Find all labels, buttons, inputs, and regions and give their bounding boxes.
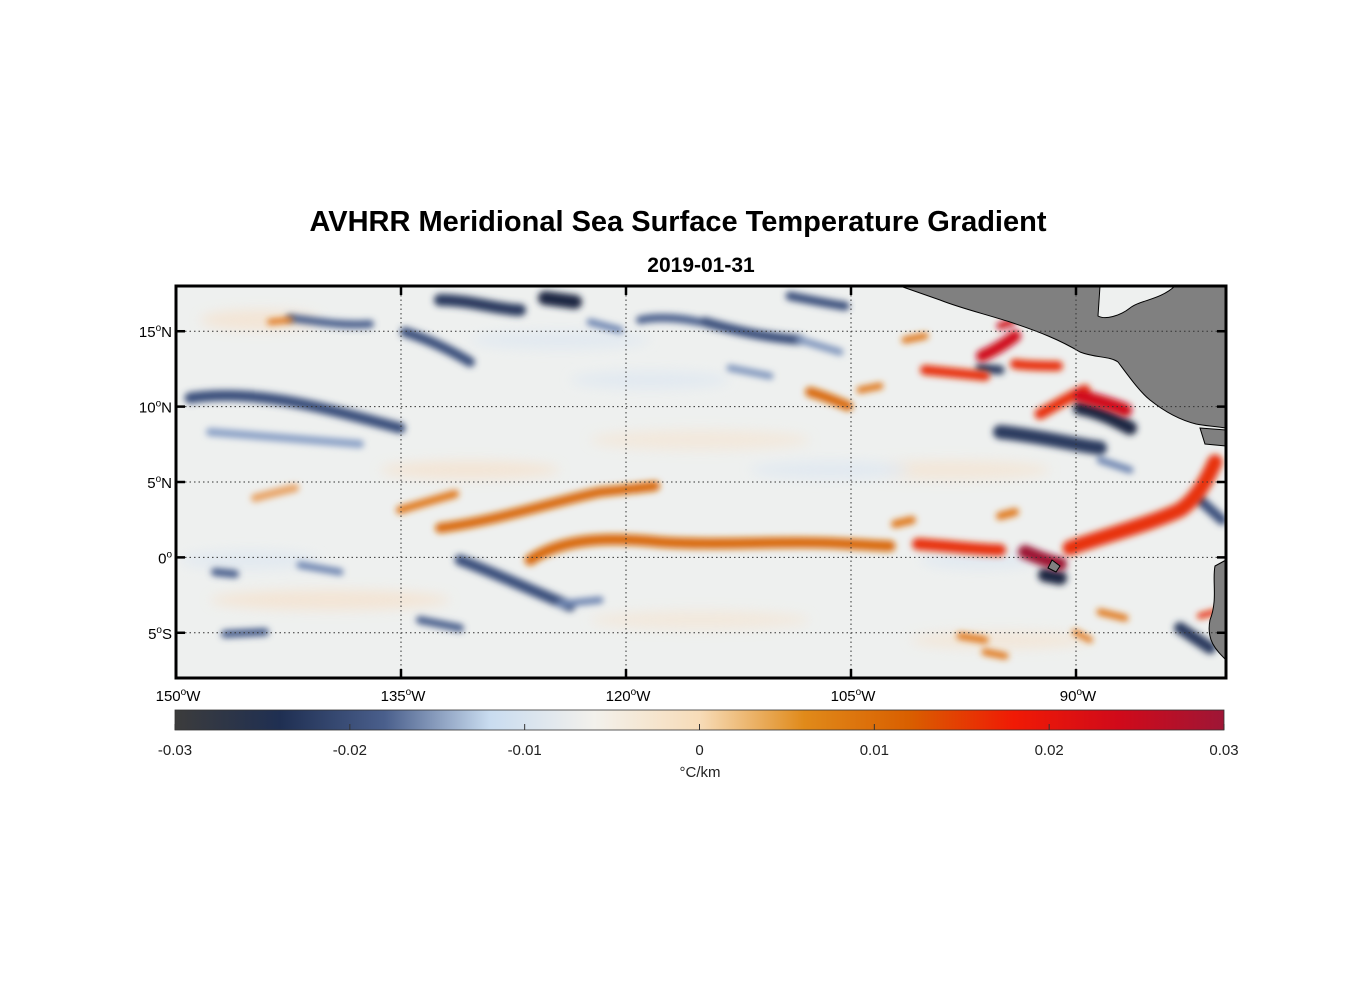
- lat-tick-label: 15oN: [139, 323, 172, 341]
- lat-tick-label: 0o: [158, 549, 172, 567]
- colorbar-tick-label: 0.02: [1035, 742, 1064, 759]
- colorbar: -0.03 -0.02 -0.01 0 0.01 0.02 0.03: [158, 709, 1239, 759]
- colorbar-tick-label: -0.02: [333, 742, 367, 759]
- lat-tick-label: 5oS: [148, 625, 172, 643]
- colorbar-tick-label: 0.03: [1209, 742, 1238, 759]
- lon-tick-label: 120oW: [606, 687, 652, 705]
- colorbar-unit-label: °C/km: [679, 764, 721, 781]
- lat-tick-label: 5oN: [147, 474, 172, 492]
- lon-tick-label: 150oW: [156, 687, 202, 705]
- sst-gradient-field: [176, 286, 1226, 678]
- latitude-ticks: 15oN 10oN 5oN 0o 5oS: [139, 323, 1226, 643]
- map-title: AVHRR Meridional Sea Surface Temperature…: [309, 206, 1047, 238]
- lon-tick-label: 135oW: [381, 687, 427, 705]
- colorbar-ticks: -0.03 -0.02 -0.01 0 0.01 0.02 0.03: [158, 724, 1239, 759]
- land-south-america: [1208, 559, 1226, 661]
- lon-tick-label: 90oW: [1060, 687, 1097, 705]
- colorbar-tick-label: -0.03: [158, 742, 192, 759]
- map-subtitle: 2019-01-31: [647, 254, 755, 277]
- colorbar-tick-label: 0: [695, 742, 703, 759]
- land-coast-panama: [1199, 427, 1226, 447]
- colorbar-tick-label: -0.01: [508, 742, 542, 759]
- lat-tick-label: 10oN: [139, 399, 172, 417]
- longitude-ticks: 150oW 135oW 120oW 105oW 90oW: [156, 286, 1097, 705]
- colorbar-tick-label: 0.01: [860, 742, 889, 759]
- land-galapagos: [1047, 559, 1061, 573]
- land-central-america: [899, 286, 1226, 429]
- lon-tick-label: 105oW: [831, 687, 877, 705]
